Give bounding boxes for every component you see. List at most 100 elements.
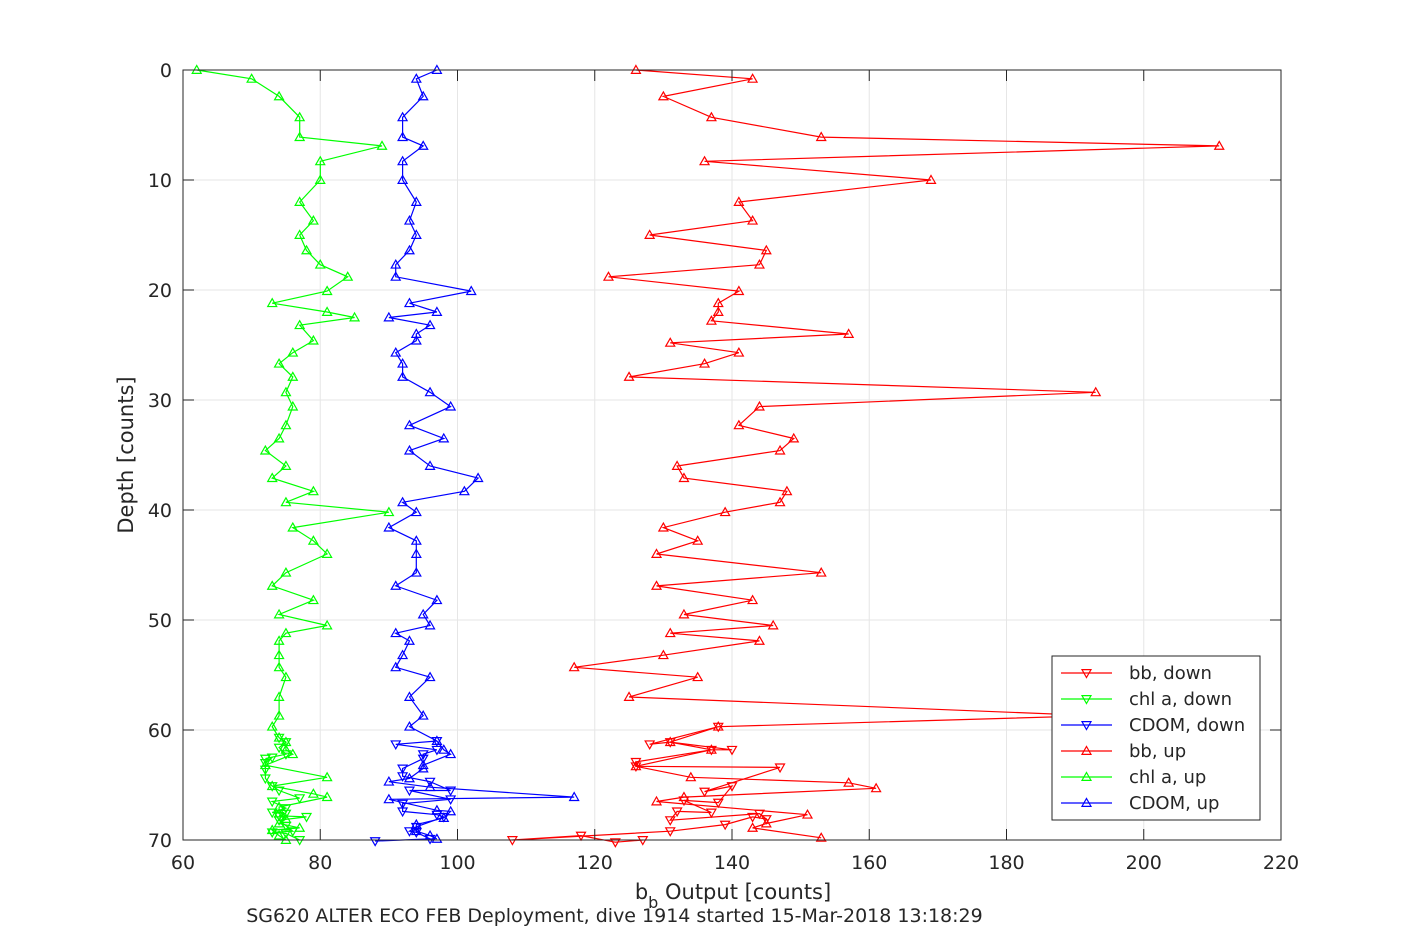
data-point	[273, 829, 285, 840]
data-point	[273, 432, 285, 443]
data-point	[431, 64, 443, 74]
data-point	[671, 460, 683, 470]
data-point	[397, 649, 409, 660]
data-point	[424, 671, 436, 682]
data-point	[314, 174, 326, 184]
legend-item: chl a, up	[1061, 767, 1206, 788]
data-point	[705, 744, 717, 754]
y-tick-label: 20	[148, 280, 172, 302]
data-point	[733, 346, 745, 357]
data-point	[266, 472, 278, 483]
data-point	[747, 73, 759, 83]
data-point	[259, 765, 271, 776]
data-point	[383, 521, 395, 532]
data-point	[390, 258, 402, 269]
data-point	[568, 661, 580, 672]
x-tick-label: 100	[439, 852, 475, 874]
data-point	[753, 258, 765, 269]
data-point	[815, 131, 827, 142]
data-point	[815, 566, 827, 577]
data-point	[410, 825, 422, 836]
data-point	[273, 807, 285, 818]
data-point	[774, 763, 786, 774]
data-point	[280, 813, 292, 824]
data-point	[506, 836, 518, 846]
data-point	[403, 786, 415, 797]
data-point	[685, 771, 697, 782]
data-point	[733, 196, 745, 206]
data-point	[383, 506, 395, 517]
data-point	[191, 64, 203, 74]
data-point	[342, 271, 354, 281]
data-point	[390, 580, 402, 590]
data-point	[273, 743, 285, 754]
data-point	[843, 777, 855, 787]
data-point	[403, 244, 415, 255]
data-point	[300, 244, 313, 255]
y-tick-label: 30	[148, 390, 172, 412]
data-point	[397, 174, 409, 184]
data-point	[431, 735, 443, 745]
data-point	[472, 472, 484, 483]
data-point	[733, 419, 745, 430]
data-point	[259, 759, 271, 770]
data-point	[287, 400, 299, 411]
data-point	[431, 594, 443, 605]
series-layer	[191, 64, 1225, 848]
data-point	[307, 485, 319, 496]
data-point	[760, 817, 772, 828]
legend-label: bb, down	[1129, 663, 1212, 684]
data-point	[417, 754, 429, 765]
data-point	[403, 720, 415, 731]
data-point	[410, 822, 422, 833]
data-point	[726, 782, 738, 792]
data-point	[403, 827, 415, 837]
data-point	[774, 444, 786, 455]
data-point	[410, 566, 422, 577]
data-point	[424, 781, 436, 792]
data-point	[753, 635, 765, 645]
data-point	[410, 196, 422, 206]
data-point	[623, 371, 635, 381]
data-point	[774, 496, 786, 507]
data-point	[815, 832, 827, 842]
data-point	[678, 791, 690, 802]
data-point	[410, 818, 422, 829]
data-point	[699, 155, 711, 166]
y-tick-label: 40	[148, 500, 172, 522]
data-point	[273, 709, 285, 720]
data-point	[294, 822, 306, 832]
data-point	[397, 131, 409, 142]
data-point	[321, 285, 333, 296]
data-point	[870, 782, 882, 793]
data-point	[801, 808, 814, 819]
data-point	[424, 460, 436, 470]
data-point	[657, 90, 669, 101]
y-tick-label: 0	[160, 60, 172, 82]
data-point	[307, 594, 319, 605]
data-point	[699, 357, 711, 368]
data-point	[280, 460, 292, 470]
y-tick-label: 10	[148, 170, 172, 192]
data-point	[314, 258, 326, 269]
legend-marker	[1080, 797, 1093, 807]
data-point	[294, 836, 306, 846]
data-point	[280, 804, 292, 814]
data-point	[397, 496, 409, 507]
data-point	[294, 196, 306, 206]
data-point	[294, 111, 306, 122]
data-point	[431, 833, 443, 843]
data-point	[678, 472, 690, 483]
data-point	[280, 834, 292, 844]
data-point	[280, 744, 292, 754]
data-point	[266, 797, 278, 808]
data-point	[300, 812, 313, 823]
data-point	[424, 386, 436, 397]
legend-item: CDOM, down	[1061, 715, 1245, 736]
data-point	[1213, 140, 1225, 150]
data-point	[699, 787, 711, 798]
data-point	[287, 371, 299, 381]
data-point	[602, 271, 615, 281]
data-point	[657, 649, 669, 660]
